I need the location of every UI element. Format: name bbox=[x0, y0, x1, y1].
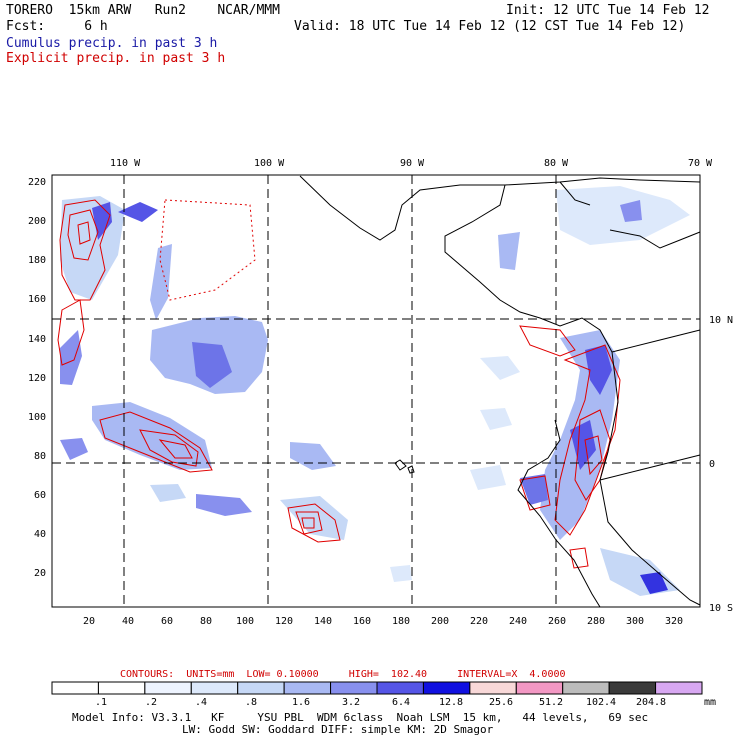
y-tick-60: 60 bbox=[34, 490, 46, 501]
x-tick-240: 240 bbox=[509, 616, 527, 627]
lat-label-10n: 10 N bbox=[709, 315, 733, 326]
color-swatch bbox=[190, 681, 239, 695]
forecast-hour: Fcst: 6 h bbox=[6, 19, 108, 34]
x-tick-100: 100 bbox=[236, 616, 254, 627]
x-tick-160: 160 bbox=[353, 616, 371, 627]
color-bar bbox=[51, 681, 703, 695]
y-tick-160: 160 bbox=[28, 294, 46, 305]
lon-label-90w: 90 W bbox=[400, 158, 425, 169]
color-swatch bbox=[469, 681, 517, 695]
y-tick-140: 140 bbox=[28, 334, 46, 345]
coastlines bbox=[299, 175, 701, 608]
color-bar-labels: .1 .2 .4 .8 1.6 3.2 6.4 12.8 25.6 51.2 1… bbox=[95, 697, 716, 708]
lat-label-0: 0 bbox=[709, 459, 715, 470]
x-tick-140: 140 bbox=[314, 616, 332, 627]
color-swatch bbox=[608, 681, 657, 695]
x-tick-40: 40 bbox=[122, 616, 134, 627]
y-tick-40: 40 bbox=[34, 529, 46, 540]
lon-label-110w: 110 W bbox=[110, 158, 141, 169]
lat-label-10s: 10 S bbox=[709, 603, 733, 614]
physics-info: LW: Godd SW: Goddard DIFF: simple KM: 2D… bbox=[182, 723, 494, 736]
y-tick-220: 220 bbox=[28, 177, 46, 188]
lon-label-70w: 70 W bbox=[688, 158, 713, 169]
explicit-precip-contours bbox=[57, 199, 621, 569]
graticule bbox=[52, 175, 700, 607]
color-swatch bbox=[655, 681, 703, 695]
lon-label-100w: 100 W bbox=[254, 158, 285, 169]
y-tick-200: 200 bbox=[28, 216, 46, 227]
x-tick-60: 60 bbox=[161, 616, 173, 627]
level-label: .2 bbox=[145, 697, 157, 708]
legend-cumulus: Cumulus precip. in past 3 h bbox=[6, 36, 218, 51]
x-tick-80: 80 bbox=[200, 616, 212, 627]
level-label: 102.4 bbox=[586, 697, 616, 708]
y-tick-180: 180 bbox=[28, 255, 46, 266]
level-label: .4 bbox=[195, 697, 207, 708]
x-tick-180: 180 bbox=[392, 616, 410, 627]
init-time: Init: 12 UTC Tue 14 Feb 12 bbox=[506, 3, 710, 18]
y-tick-100: 100 bbox=[28, 412, 46, 423]
color-swatch bbox=[330, 681, 378, 695]
colorbar-unit: mm bbox=[704, 697, 716, 708]
color-swatch bbox=[422, 681, 471, 695]
x-tick-220: 220 bbox=[470, 616, 488, 627]
color-swatch bbox=[562, 681, 610, 695]
level-label: 25.6 bbox=[489, 697, 513, 708]
model-title: TORERO 15km ARW Run2 NCAR/MMM bbox=[6, 3, 280, 18]
x-tick-300: 300 bbox=[626, 616, 644, 627]
x-tick-280: 280 bbox=[587, 616, 605, 627]
level-label: .1 bbox=[95, 697, 107, 708]
x-tick-120: 120 bbox=[275, 616, 293, 627]
color-swatch bbox=[51, 681, 99, 695]
y-tick-120: 120 bbox=[28, 373, 46, 384]
model-info: Model Info: V3.3.1 KF YSU PBL WDM 6class… bbox=[72, 711, 649, 724]
y-tick-20: 20 bbox=[34, 568, 46, 579]
color-swatch bbox=[376, 681, 424, 695]
level-label: 3.2 bbox=[342, 697, 360, 708]
color-swatch bbox=[97, 681, 146, 695]
level-label: 12.8 bbox=[439, 697, 463, 708]
color-swatch bbox=[144, 681, 192, 695]
color-swatch bbox=[283, 681, 332, 695]
level-label: 6.4 bbox=[392, 697, 410, 708]
level-label: 51.2 bbox=[539, 697, 563, 708]
color-swatch bbox=[515, 681, 564, 695]
level-label: 1.6 bbox=[292, 697, 310, 708]
x-tick-20: 20 bbox=[83, 616, 95, 627]
level-label: 204.8 bbox=[636, 697, 666, 708]
color-swatch bbox=[237, 681, 285, 695]
x-tick-320: 320 bbox=[665, 616, 683, 627]
level-label: .8 bbox=[245, 697, 257, 708]
lon-label-80w: 80 W bbox=[544, 158, 569, 169]
x-tick-260: 260 bbox=[548, 616, 566, 627]
legend-explicit: Explicit precip. in past 3 h bbox=[6, 51, 226, 66]
y-tick-80: 80 bbox=[34, 451, 46, 462]
x-tick-200: 200 bbox=[431, 616, 449, 627]
contours-info: CONTOURS: UNITS=mm LOW= 0.10000 HIGH= 10… bbox=[120, 669, 566, 680]
valid-time: Valid: 18 UTC Tue 14 Feb 12 (12 CST Tue … bbox=[294, 19, 686, 34]
